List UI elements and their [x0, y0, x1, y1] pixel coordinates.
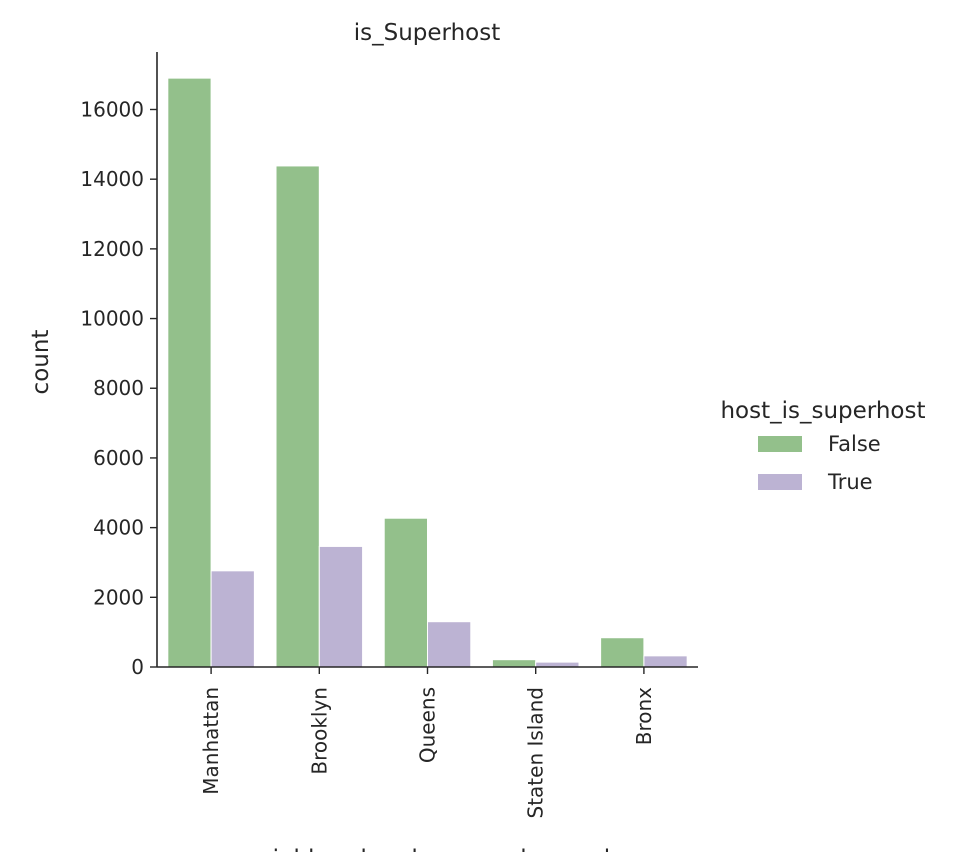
- x-tick-label: Manhattan: [199, 687, 223, 795]
- x-tick-label: Bronx: [632, 687, 656, 745]
- bars-layer: [167, 77, 688, 668]
- bar-bronx-true: [643, 655, 688, 668]
- y-tick-label: 12000: [80, 237, 144, 261]
- x-axis-label: neighbourhood_group_cleansed: [244, 846, 610, 852]
- y-tick-label: 0: [131, 655, 144, 679]
- legend-swatch-true: [758, 474, 802, 490]
- bar-queens-false: [383, 517, 428, 668]
- bar-staten-island-false: [491, 659, 537, 668]
- y-tick-label: 14000: [80, 167, 144, 191]
- bar-manhattan-true: [210, 570, 255, 668]
- legend-label-false: False: [828, 432, 881, 456]
- legend-title: host_is_superhost: [720, 398, 925, 424]
- chart-title: is_Superhost: [354, 20, 501, 46]
- legend-items: False True: [758, 432, 881, 494]
- legend-label-true: True: [827, 470, 873, 494]
- y-tick-label: 8000: [93, 376, 144, 400]
- y-axis-label: count: [28, 330, 54, 395]
- x-tick-label: Brooklyn: [307, 687, 331, 775]
- bar-brooklyn-true: [318, 545, 364, 668]
- y-tick-label: 16000: [80, 97, 144, 121]
- legend-swatch-false: [758, 436, 802, 452]
- legend: host_is_superhost False True: [720, 398, 925, 494]
- ticks-layer: 0 2000 4000 6000 8000 10000 12000 14000 16000 Man…: [80, 97, 656, 818]
- x-tick-label: Queens: [416, 687, 440, 763]
- y-tick-label: 10000: [80, 307, 144, 331]
- bar-brooklyn-false: [275, 165, 320, 668]
- bar-manhattan-false: [167, 77, 212, 668]
- y-tick-label: 6000: [93, 446, 144, 470]
- bar-bronx-false: [600, 637, 645, 668]
- x-tick-label: Staten Island: [524, 687, 548, 818]
- y-tick-label: 2000: [93, 585, 144, 609]
- bar-queens-true: [427, 621, 472, 668]
- y-tick-label: 4000: [93, 516, 144, 540]
